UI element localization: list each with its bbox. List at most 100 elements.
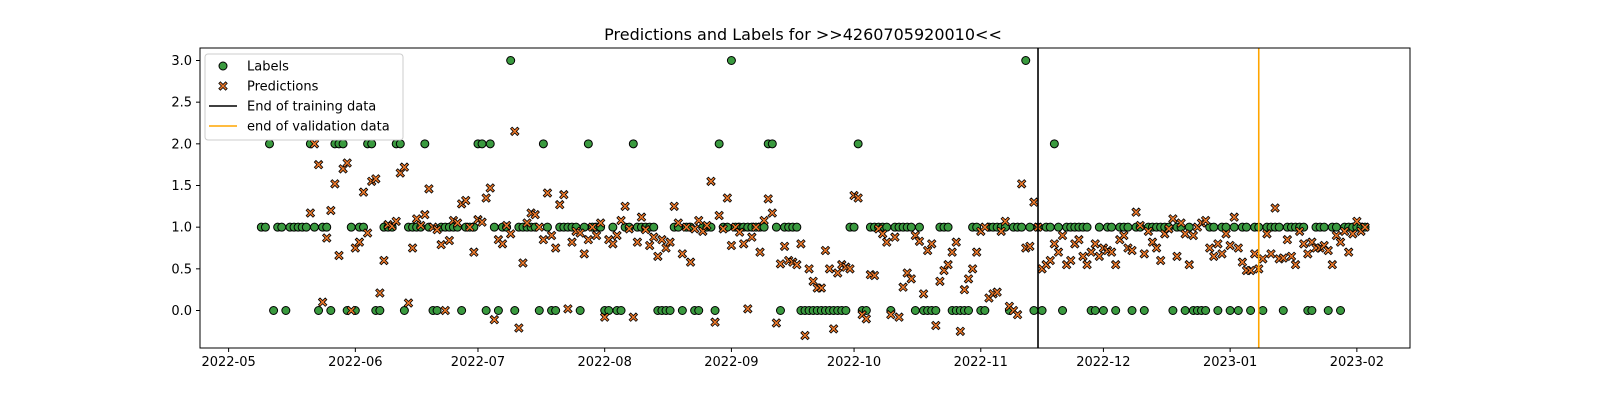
prediction-point <box>321 233 332 243</box>
prediction-point <box>931 320 941 331</box>
label-point <box>726 56 736 65</box>
label-point <box>882 222 892 232</box>
legend-label: Labels <box>247 60 289 75</box>
prediction-point <box>1229 212 1239 222</box>
label-point <box>1201 306 1211 315</box>
prediction-point <box>955 326 966 337</box>
label-point <box>493 306 503 315</box>
prediction-point <box>575 228 585 238</box>
prediction-point <box>796 239 806 249</box>
label-point <box>771 222 781 232</box>
prediction-point <box>518 258 528 268</box>
label-point <box>1336 306 1346 315</box>
prediction-point <box>1172 251 1182 262</box>
label-point <box>714 139 724 149</box>
label-point <box>1278 306 1288 315</box>
x-tick-label: 2022-12 <box>1076 355 1130 370</box>
prediction-point <box>702 220 712 231</box>
legend: Labels Predictions End of training data end… <box>204 53 404 141</box>
prediction-point <box>379 255 389 266</box>
label-point <box>1229 222 1239 232</box>
legend-label: end of validation data <box>247 120 390 135</box>
prediction-point <box>1188 230 1199 241</box>
label-point <box>1111 306 1121 315</box>
prediction-point <box>460 195 471 206</box>
prediction-point <box>890 232 900 242</box>
label-point <box>1049 139 1059 149</box>
x-tick-label: 2022-06 <box>328 355 382 370</box>
prediction-point <box>1217 249 1227 259</box>
prediction-point <box>1053 247 1064 257</box>
label-point <box>1168 306 1178 315</box>
prediction-point <box>714 210 724 221</box>
label-point <box>980 306 990 315</box>
label-point <box>1241 222 1251 232</box>
label-point <box>853 139 863 149</box>
prediction-point <box>563 304 573 314</box>
label-point <box>399 306 409 315</box>
prediction-point <box>1090 239 1101 249</box>
label-point <box>264 139 274 149</box>
prediction-point <box>550 243 561 253</box>
prediction-point <box>595 218 606 228</box>
label-point <box>477 139 487 149</box>
label-point <box>395 139 405 149</box>
prediction-point <box>1335 237 1346 247</box>
prediction-point <box>669 201 679 212</box>
prediction-point <box>465 222 475 232</box>
prediction-point <box>877 229 888 239</box>
prediction-point <box>808 276 818 287</box>
label-point <box>710 306 720 315</box>
prediction-point <box>1094 251 1105 262</box>
label-point <box>849 222 859 232</box>
label-point <box>322 222 332 232</box>
prediction-point <box>1176 218 1186 228</box>
prediction-point <box>624 224 634 234</box>
prediction-point <box>354 237 365 247</box>
prediction-point <box>1270 203 1280 213</box>
legend-circle-icon <box>218 61 228 71</box>
prediction-point <box>657 234 667 245</box>
y-tick-label: 3.0 <box>171 54 192 69</box>
prediction-point <box>522 218 532 228</box>
prediction-point <box>869 270 880 281</box>
label-point <box>575 306 585 315</box>
prediction-point <box>959 284 970 295</box>
label-point <box>506 56 516 65</box>
y-tick-label: 0.0 <box>171 304 192 319</box>
prediction-point <box>640 224 651 235</box>
prediction-point <box>587 222 598 232</box>
prediction-point <box>820 245 831 256</box>
prediction-point <box>894 312 904 322</box>
prediction-point <box>1213 239 1223 249</box>
prediction-point <box>424 184 434 194</box>
prediction-point <box>1278 253 1289 263</box>
prediction-point <box>681 222 692 232</box>
prediction-point <box>399 162 410 172</box>
label-point <box>277 222 287 232</box>
prediction-point <box>1233 243 1244 253</box>
prediction-point <box>436 239 446 250</box>
x-tick-label: 2022-05 <box>201 355 255 370</box>
prediction-point <box>554 199 565 210</box>
prediction-point <box>534 222 545 232</box>
prediction-point <box>330 179 340 189</box>
label-point <box>1045 222 1055 232</box>
prediction-point <box>644 240 655 251</box>
prediction-point <box>567 237 577 247</box>
prediction-point <box>1221 229 1231 239</box>
label-point <box>314 306 324 315</box>
prediction-point <box>722 193 733 203</box>
label-point <box>489 222 499 232</box>
prediction-point <box>992 287 1002 297</box>
prediction-point <box>1025 241 1035 252</box>
label-point <box>767 139 777 149</box>
label-point <box>775 306 785 315</box>
prediction-point <box>804 264 814 274</box>
prediction-point <box>509 126 520 137</box>
prediction-point <box>1110 259 1121 270</box>
legend-x-icon <box>218 81 228 91</box>
prediction-point <box>1262 229 1272 239</box>
label-point <box>326 306 336 315</box>
prediction-point <box>309 139 320 149</box>
